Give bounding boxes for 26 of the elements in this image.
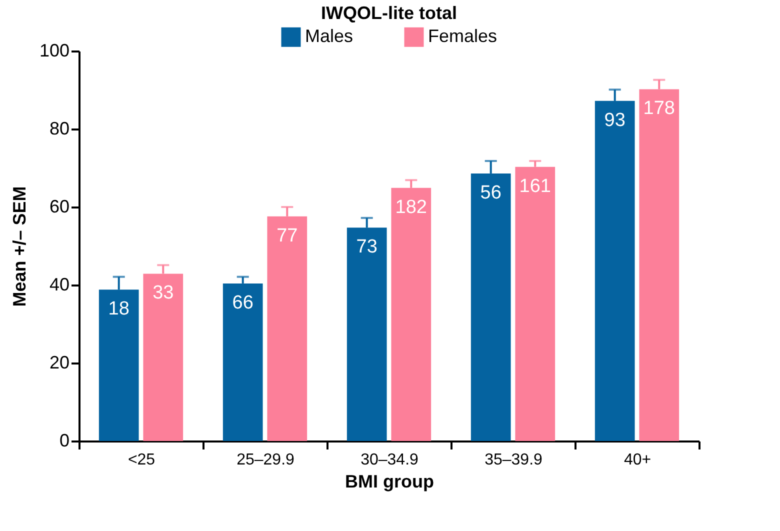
annotation: 66 [232, 292, 254, 314]
y-axis-title: Mean +/– SEM [9, 186, 30, 307]
y-tick-label: 80 [49, 118, 70, 138]
annotation: 77 [276, 225, 298, 246]
x-tick-label: 30–34.9 [360, 452, 419, 468]
chart-title: IWQOL-lite total [321, 3, 457, 23]
y-tick-label: 100 [39, 40, 70, 60]
annotation: 56 [480, 182, 502, 204]
legend-label: Females [428, 26, 498, 46]
legend-label: Males [305, 26, 354, 46]
x-tick-label: <25 [128, 452, 156, 468]
annotation: 73 [356, 236, 378, 258]
x-tick-label: 35–39.9 [484, 452, 543, 468]
y-tick-label: 20 [49, 352, 70, 372]
x-tick-label: 25–29.9 [236, 452, 295, 468]
annotation: 33 [152, 282, 174, 304]
y-tick-label: 0 [59, 430, 70, 450]
x-axis-title: BMI group [345, 472, 434, 492]
y-tick-label: 60 [49, 196, 70, 216]
annotation: 93 [604, 110, 626, 131]
annotation: 178 [643, 98, 675, 120]
annotation: 161 [519, 176, 551, 197]
annotation: 182 [395, 196, 427, 218]
x-tick-label: 40+ [624, 452, 652, 468]
annotation: 18 [108, 298, 130, 320]
y-tick-label: 40 [49, 274, 70, 294]
